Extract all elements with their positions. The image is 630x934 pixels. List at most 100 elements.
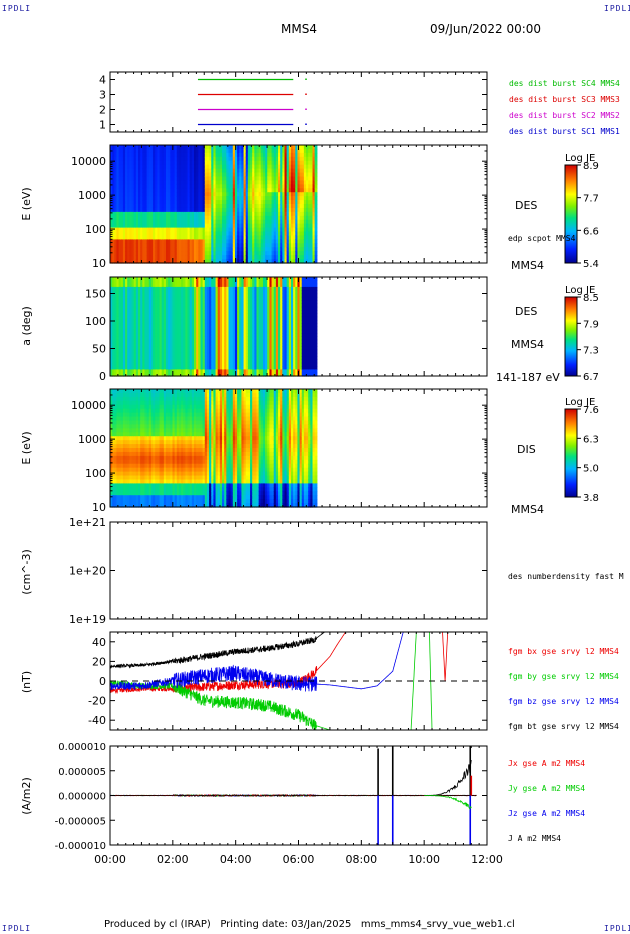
des-energy-cell (213, 247, 217, 252)
des-pitch-cell (114, 352, 118, 357)
des-energy-cell (284, 188, 288, 193)
des-pitch-cell (148, 283, 152, 288)
des-pitch-cell (142, 293, 146, 298)
des-pitch-cell (112, 326, 115, 331)
des-energy-cell (144, 223, 148, 229)
des-pitch-cell (172, 286, 176, 291)
des-energy-cell (183, 184, 186, 189)
des-pitch-cell (129, 369, 133, 374)
des-pitch-cell (138, 313, 141, 318)
des-pitch-cell (129, 280, 133, 285)
des-pitch-cell (153, 359, 156, 364)
des-energy-cell (170, 176, 174, 181)
des-pitch-cell (140, 336, 143, 341)
des-pitch-cell (230, 346, 234, 351)
des-energy-cell (312, 145, 316, 150)
des-pitch-cell (237, 336, 240, 341)
des-pitch-cell (114, 283, 118, 288)
des-energy-cell (118, 219, 122, 225)
des-pitch-cell (222, 286, 225, 291)
des-energy-cell (196, 247, 199, 252)
des-pitch-cell (243, 359, 247, 364)
des-pitch-cell (125, 313, 128, 318)
des-energy-cell (256, 223, 260, 229)
des-energy-cell (278, 184, 281, 189)
des-pitch-cell (142, 329, 146, 334)
des-energy-cell (146, 247, 150, 252)
des-energy-cell (183, 180, 186, 185)
des-energy-cell (198, 152, 202, 158)
des-energy-cell (185, 152, 189, 158)
des-pitch-cell (163, 296, 167, 301)
des-pitch-cell (189, 296, 193, 301)
des-pitch-cell (168, 372, 171, 377)
des-energy-cell (284, 223, 288, 229)
des-energy-cell (234, 207, 238, 213)
des-pitch-cell (116, 356, 120, 361)
des-pitch-cell (157, 323, 161, 328)
des-energy-cell (219, 239, 223, 244)
des-pitch-cell (224, 296, 227, 301)
des-pitch-cell (213, 372, 217, 377)
des-energy-cell (172, 192, 176, 197)
des-energy-cell (288, 227, 292, 233)
des-pitch-cell (133, 346, 137, 351)
des-energy-cell (206, 156, 210, 162)
des-energy-cell (297, 247, 301, 252)
des-energy-cell (135, 184, 139, 189)
des-pitch-cell (187, 329, 191, 334)
des-pitch-cell (228, 286, 232, 291)
des-pitch-cell (245, 313, 249, 318)
des-pitch-cell (168, 343, 171, 347)
des-energy-cell (172, 235, 176, 240)
des-pitch-cell (185, 313, 189, 318)
des-energy-cell (222, 239, 225, 244)
des-pitch-cell (133, 319, 137, 324)
des-energy-cell (116, 243, 120, 248)
des-pitch-cell (159, 323, 163, 328)
des-pitch-cell (191, 300, 195, 304)
des-energy-cell (295, 204, 299, 209)
des-pitch-cell (226, 310, 230, 314)
des-pitch-cell (217, 349, 221, 354)
des-pitch-cell (157, 290, 161, 295)
des-energy-cell (290, 219, 294, 225)
des-energy-cell (110, 184, 113, 189)
des-energy-cell (260, 145, 264, 150)
des-energy-cell (245, 215, 249, 221)
des-pitch-cell (256, 300, 260, 304)
des-energy-cell (146, 184, 150, 189)
des-pitch-cell (114, 313, 118, 318)
des-energy-cell (284, 207, 288, 213)
des-energy-cell (297, 223, 301, 229)
des-energy-cell (239, 156, 243, 162)
des-energy-cell (209, 168, 212, 174)
des-pitch-cell (198, 372, 202, 377)
des-energy-cell (168, 160, 171, 166)
des-energy-cell (131, 243, 135, 248)
des-pitch-cell (213, 290, 217, 295)
des-pitch-cell (260, 286, 264, 291)
des-energy-cell (146, 215, 150, 221)
des-pitch-cell (116, 286, 120, 291)
des-energy-cell (209, 148, 212, 154)
des-energy-cell (299, 259, 303, 264)
des-pitch-cell (181, 356, 184, 361)
des-pitch-cell (202, 336, 206, 341)
des-pitch-cell (157, 277, 161, 281)
des-pitch-cell (140, 306, 143, 311)
des-energy-cell (161, 215, 165, 221)
des-energy-cell (250, 160, 253, 166)
des-energy-cell (226, 239, 230, 244)
des-pitch-cell (196, 372, 199, 377)
des-energy-cell (157, 223, 161, 229)
des-pitch-cell (150, 326, 154, 331)
des-energy-cell (135, 152, 139, 158)
des-energy-cell (239, 168, 243, 174)
des-energy-cell (161, 211, 165, 217)
des-energy-cell (168, 184, 171, 189)
des-pitch-cell (243, 372, 247, 377)
des-energy-cell (273, 172, 277, 178)
des-pitch-cell (254, 333, 258, 337)
des-pitch-cell (163, 359, 167, 364)
